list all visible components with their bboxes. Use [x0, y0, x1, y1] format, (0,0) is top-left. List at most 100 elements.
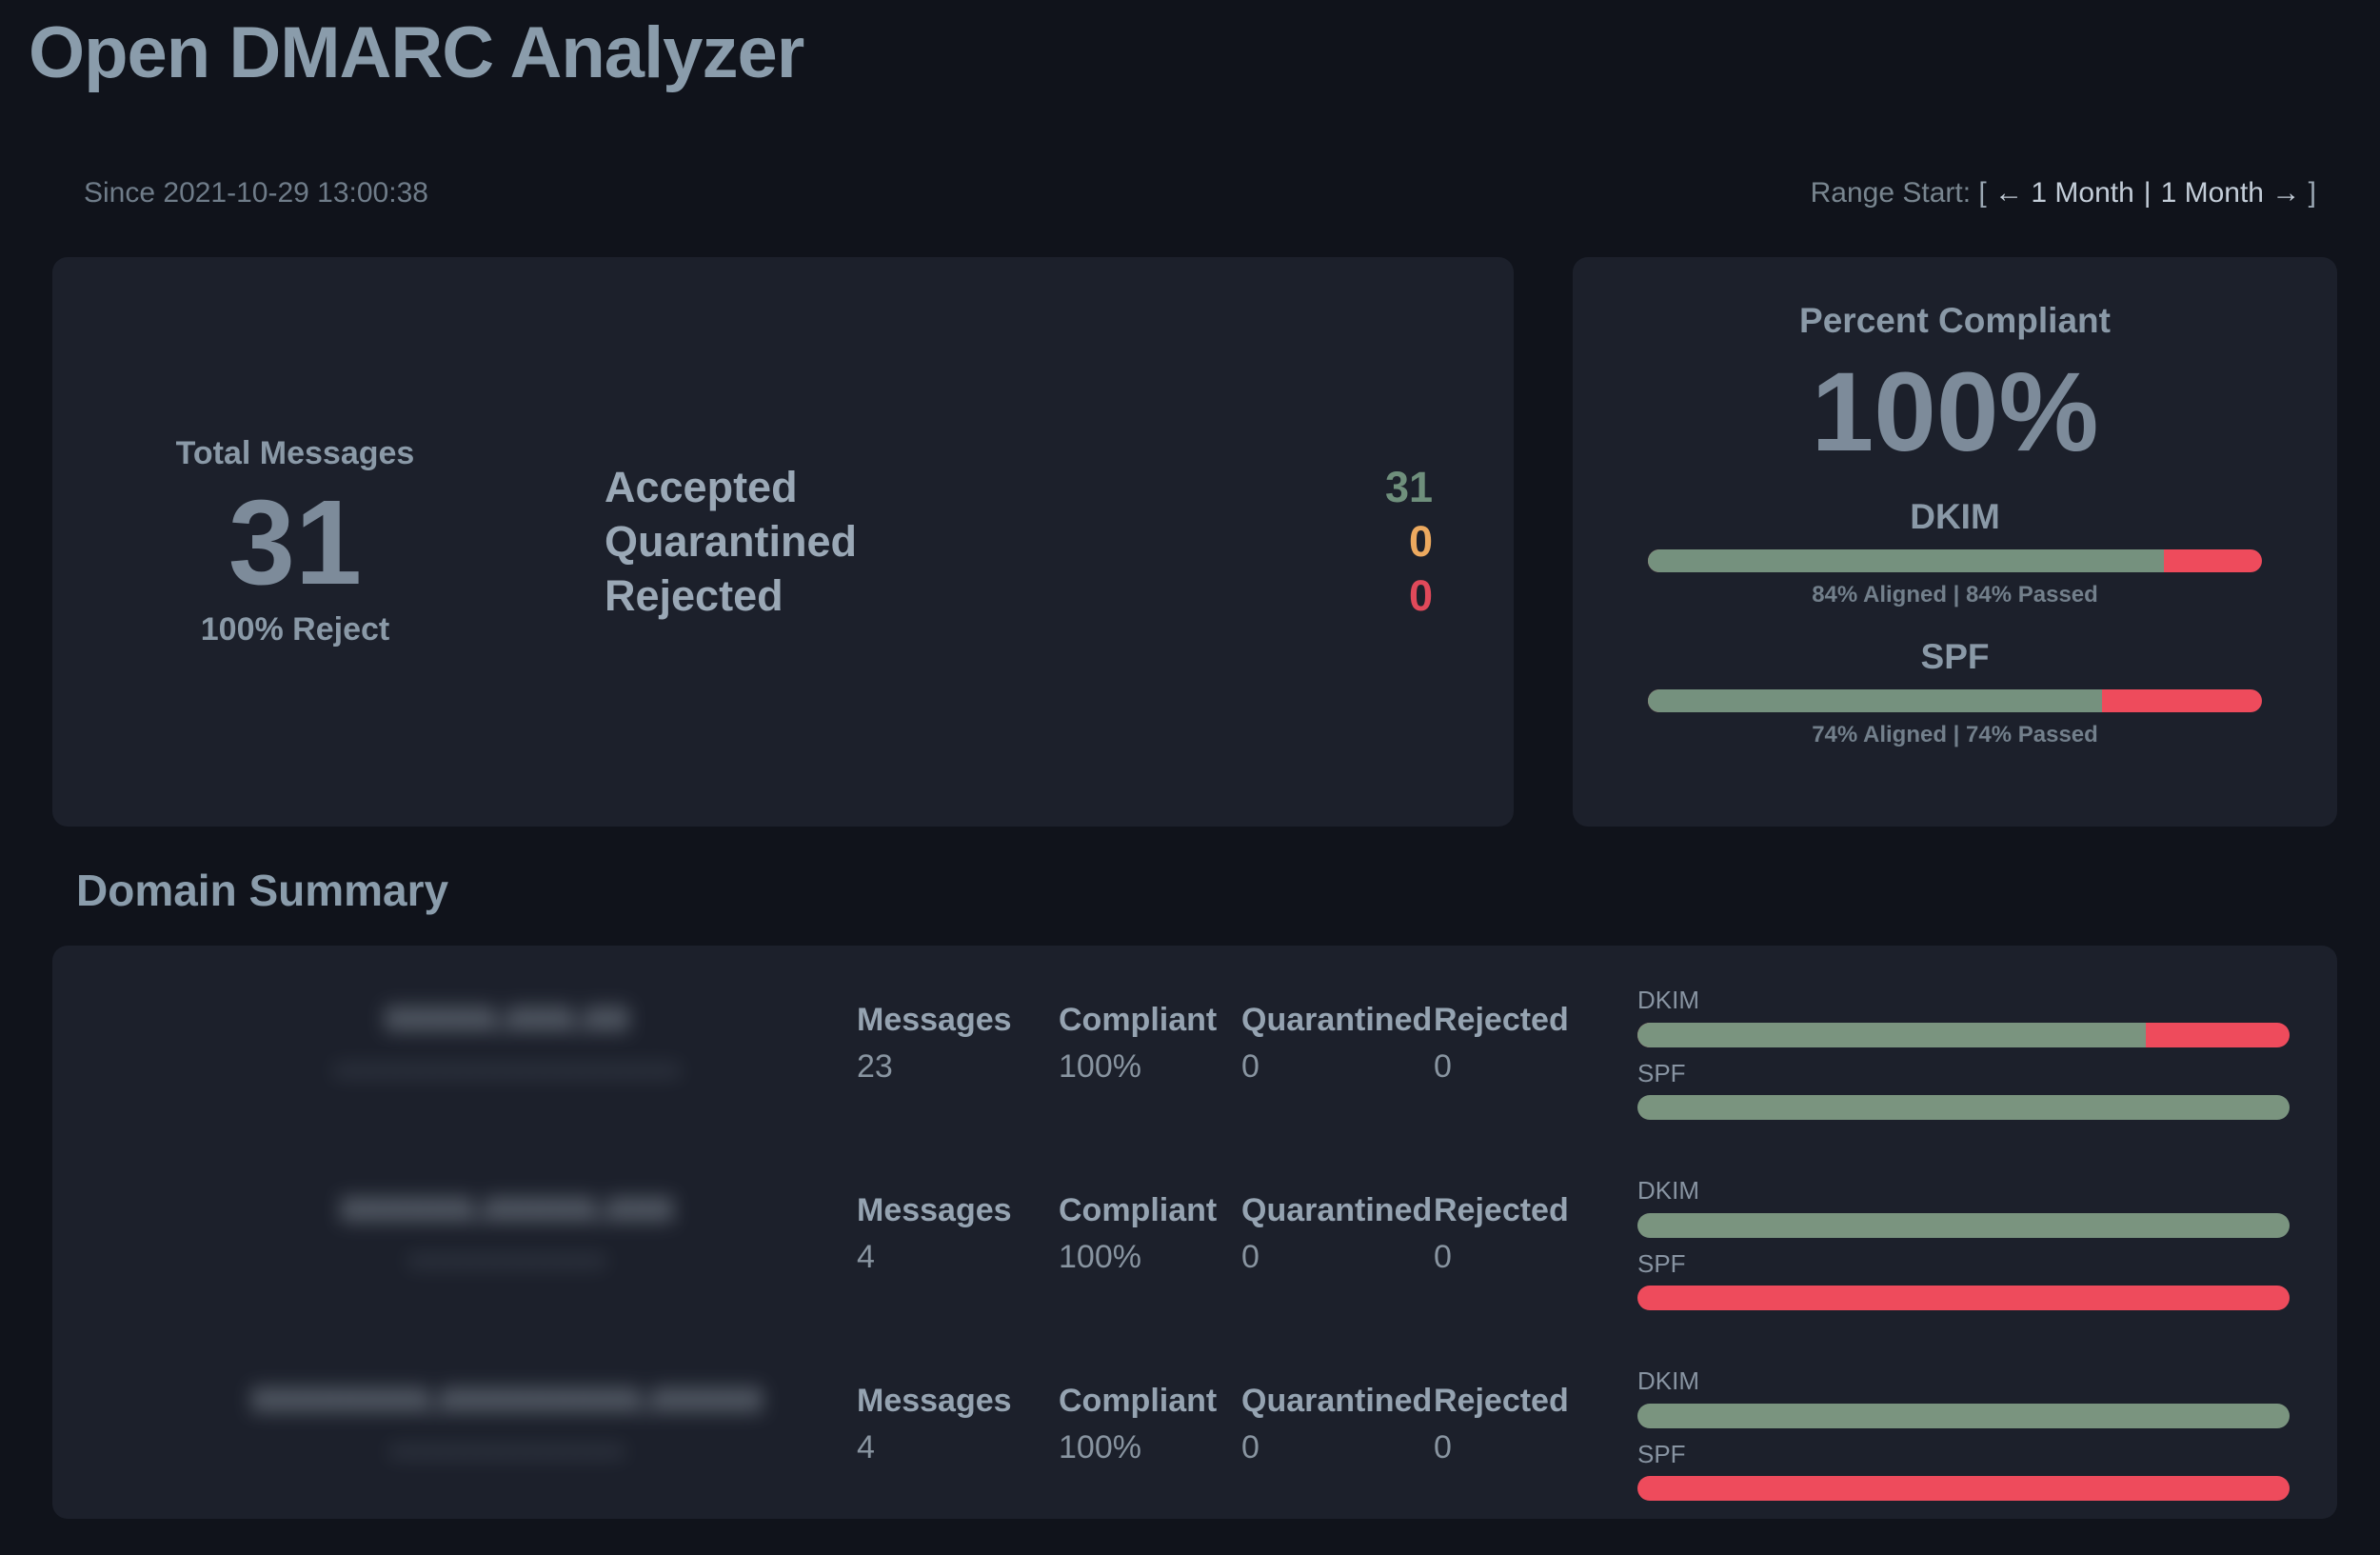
messages-label: Messages — [857, 1002, 1012, 1039]
dkim-bar-label: DKIM — [1637, 1176, 1699, 1206]
spf-bar — [1637, 1094, 2290, 1120]
domain-subtext-redacted: xxxxxxxxxxxxxxxxxxx — [389, 1435, 625, 1465]
percent-compliant-value: 100% — [1811, 349, 2099, 476]
spf-meter-label: SPF — [1920, 637, 1990, 677]
quarantined-label: Quarantined — [1241, 1192, 1433, 1229]
spf-meter-fill — [1648, 689, 2103, 713]
compliant-cell: Compliant 100% — [1059, 1165, 1241, 1355]
compliant-label: Compliant — [1059, 1002, 1218, 1039]
range-start-label: Range Start: — [1810, 177, 1979, 209]
range-open-bracket: [ — [1978, 177, 1995, 209]
dkim-bar-fill — [1637, 1022, 2147, 1047]
rejected-label: Rejected — [605, 570, 783, 620]
spf-meter-bar — [1648, 689, 2262, 713]
dkim-meter-fill — [1648, 549, 2164, 573]
spf-bar-fill — [1637, 1094, 2290, 1120]
domain-name-redacted: xxxxx.xxx.xx — [385, 993, 629, 1039]
rejected-value: 0 — [1434, 1048, 1452, 1086]
compliant-value: 100% — [1059, 1239, 1141, 1276]
range-next-month-link[interactable]: 1 Month → — [2160, 177, 2301, 209]
total-messages-card: Total Messages 31 100% Reject Accepted 3… — [52, 257, 1514, 827]
quarantined-label: Quarantined — [1241, 1002, 1433, 1039]
domain-row: xxxxxxxx.xxxxxxxxx.xxxxx xxxxxxxxxxxxxxx… — [52, 1355, 2337, 1519]
accepted-label: Accepted — [605, 463, 798, 512]
domain-row: xxxxxx.xxxxx.xxx xxxxxxxxxxxxxxxx Messag… — [52, 1165, 2337, 1355]
spf-bar — [1637, 1285, 2290, 1310]
disposition-row-accepted: Accepted 31 — [605, 461, 1433, 515]
quarantined-cell: Quarantined 0 — [1241, 1355, 1434, 1519]
accepted-value: 31 — [1384, 463, 1433, 512]
dkim-meter-caption: 84% Aligned | 84% Passed — [1812, 582, 2098, 608]
rejected-cell: Rejected 0 — [1434, 1355, 1637, 1519]
messages-cell: Messages 4 — [857, 1165, 1059, 1355]
rejected-label: Rejected — [1434, 1192, 1569, 1229]
disposition-row-rejected: Rejected 0 — [605, 569, 1433, 624]
percent-compliant-title: Percent Compliant — [1799, 301, 2111, 341]
percent-compliant-card: Percent Compliant 100% DKIM 84% Aligned … — [1573, 257, 2337, 827]
compliant-label: Compliant — [1059, 1192, 1218, 1229]
spf-bar-label: SPF — [1637, 1248, 1686, 1278]
quarantined-label: Quarantined — [1241, 1383, 1433, 1420]
spf-bar-label: SPF — [1637, 1439, 1686, 1468]
spf-bar — [1637, 1475, 2290, 1501]
range-close-bracket: ] — [2300, 177, 2316, 209]
rejected-value: 0 — [1434, 1429, 1452, 1466]
total-messages-block: Total Messages 31 100% Reject — [52, 435, 538, 648]
quarantined-value: 0 — [1241, 1429, 1259, 1466]
rejected-value: 0 — [1408, 570, 1433, 620]
row-bars-cell: DKIM SPF — [1637, 974, 2337, 1165]
compliant-label: Compliant — [1059, 1383, 1218, 1420]
domain-name-link[interactable]: xxxxx.xxx.xx xxxxxxxxxxxxxxxxxxxxxxxxxxx… — [52, 974, 857, 1165]
rejected-label: Rejected — [1434, 1002, 1569, 1039]
range-prev-month-link[interactable]: ← 1 Month — [1994, 177, 2134, 209]
domain-summary-heading: Domain Summary — [76, 866, 449, 916]
domain-name-redacted: xxxxxx.xxxxx.xxx — [340, 1184, 674, 1229]
quarantined-value: 0 — [1408, 516, 1433, 566]
messages-value: 4 — [857, 1239, 875, 1276]
quarantined-label: Quarantined — [605, 516, 858, 566]
dkim-bar-fill — [1637, 1403, 2290, 1428]
since-timestamp: Since 2021-10-29 13:00:38 — [84, 177, 428, 209]
spf-bar-label: SPF — [1637, 1058, 1686, 1087]
messages-value: 4 — [857, 1429, 875, 1466]
dkim-bar-label: DKIM — [1637, 986, 1699, 1015]
messages-cell: Messages 4 — [857, 1355, 1059, 1519]
range-controls: Range Start: [ ← 1 Month | 1 Month → ] — [1811, 176, 2316, 210]
messages-value: 23 — [857, 1048, 893, 1086]
compliant-value: 100% — [1059, 1048, 1141, 1086]
row-bars-cell: DKIM SPF — [1637, 1355, 2337, 1519]
rejected-label: Rejected — [1434, 1383, 1569, 1420]
messages-cell: Messages 23 — [857, 974, 1059, 1165]
rejected-cell: Rejected 0 — [1434, 1165, 1637, 1355]
dkim-bar-label: DKIM — [1637, 1366, 1699, 1396]
domain-name-link[interactable]: xxxxxx.xxxxx.xxx xxxxxxxxxxxxxxxx — [52, 1165, 857, 1355]
domain-name-link[interactable]: xxxxxxxx.xxxxxxxxx.xxxxx xxxxxxxxxxxxxxx… — [52, 1355, 857, 1519]
quarantined-value: 0 — [1241, 1239, 1259, 1276]
dkim-bar — [1637, 1212, 2290, 1238]
dkim-bar — [1637, 1022, 2290, 1047]
dkim-meter-label: DKIM — [1910, 497, 2000, 537]
rejected-cell: Rejected 0 — [1434, 974, 1637, 1165]
compliant-cell: Compliant 100% — [1059, 1355, 1241, 1519]
total-messages-label: Total Messages — [175, 435, 415, 472]
messages-label: Messages — [857, 1383, 1012, 1420]
dkim-bar — [1637, 1403, 2290, 1428]
quarantined-cell: Quarantined 0 — [1241, 1165, 1434, 1355]
dkim-meter-bar — [1648, 549, 2262, 573]
domain-row: xxxxx.xxx.xx xxxxxxxxxxxxxxxxxxxxxxxxxxx… — [52, 974, 2337, 1165]
disposition-block: Accepted 31 Quarantined 0 Rejected 0 — [538, 461, 1514, 623]
quarantined-cell: Quarantined 0 — [1241, 974, 1434, 1165]
domain-subtext-redacted: xxxxxxxxxxxxxxxx — [407, 1245, 606, 1274]
page-title: Open DMARC Analyzer — [29, 12, 804, 93]
spf-meter-caption: 74% Aligned | 74% Passed — [1812, 722, 2098, 748]
quarantined-value: 0 — [1241, 1048, 1259, 1086]
rejected-value: 0 — [1434, 1239, 1452, 1276]
dkim-bar-fill — [1637, 1212, 2290, 1238]
row-bars-cell: DKIM SPF — [1637, 1165, 2337, 1355]
subheader: Since 2021-10-29 13:00:38 Range Start: [… — [84, 176, 2316, 210]
range-separator: | — [2143, 177, 2152, 209]
stat-cards-row: Total Messages 31 100% Reject Accepted 3… — [52, 257, 2337, 827]
domain-name-redacted: xxxxxxxx.xxxxxxxxx.xxxxx — [250, 1374, 764, 1420]
domain-summary-card: xxxxx.xxx.xx xxxxxxxxxxxxxxxxxxxxxxxxxxx… — [52, 946, 2337, 1520]
domain-subtext-redacted: xxxxxxxxxxxxxxxxxxxxxxxxxxxx — [333, 1054, 681, 1084]
